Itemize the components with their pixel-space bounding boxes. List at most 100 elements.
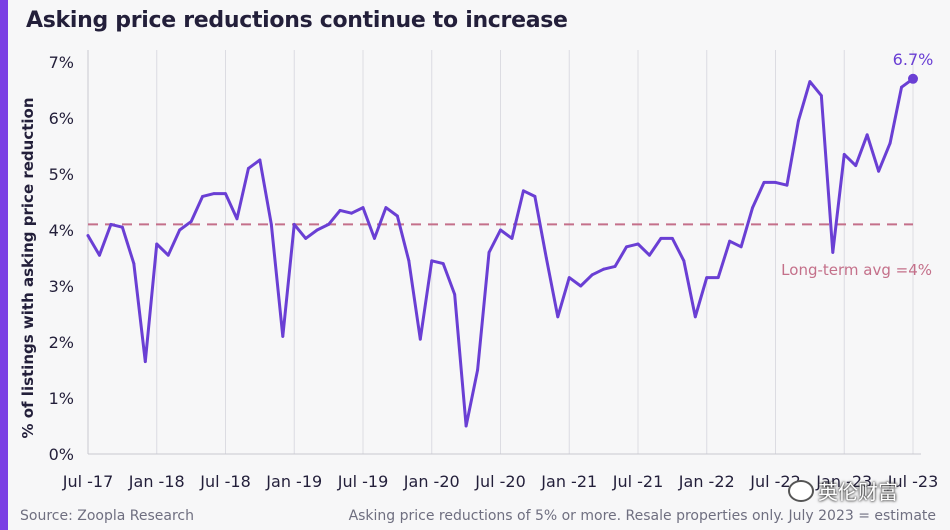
- data-point: [350, 211, 353, 215]
- data-point: [338, 209, 342, 212]
- footnote: Asking price reductions of 5% or more. R…: [348, 508, 936, 524]
- data-point: [166, 253, 170, 257]
- data-point: [395, 214, 399, 218]
- data-point: [384, 206, 388, 210]
- x-tick-label: Jan -19: [265, 472, 322, 491]
- data-point: [533, 195, 537, 198]
- reference-line-label: Long-term avg =4%: [781, 261, 932, 279]
- data-point: [556, 315, 560, 319]
- data-point: [155, 242, 159, 246]
- data-point: [315, 228, 319, 232]
- data-point: [235, 217, 239, 221]
- x-tick-label: Jul -22: [749, 472, 801, 491]
- y-tick-label: 0%: [49, 445, 74, 464]
- data-point: [224, 192, 227, 196]
- data-point: [269, 223, 273, 226]
- data-point: [659, 237, 663, 240]
- data-point: [281, 335, 285, 338]
- data-point: [877, 169, 881, 173]
- data-point: [304, 237, 308, 240]
- data-point: [842, 153, 846, 156]
- data-point: [716, 276, 720, 279]
- data-point: [453, 293, 457, 296]
- data-point: [178, 228, 182, 232]
- watermark: 英伦财富: [788, 476, 898, 505]
- data-point: [476, 368, 479, 372]
- data-point: [808, 80, 812, 83]
- data-point: [670, 237, 674, 240]
- endpoint-marker: [908, 73, 918, 84]
- x-tick-label: Jan -21: [540, 472, 597, 491]
- data-point: [751, 206, 754, 210]
- data-point: [464, 424, 468, 428]
- data-point: [602, 267, 606, 271]
- data-point: [865, 133, 869, 137]
- data-point: [361, 206, 365, 210]
- x-tick-label: Jul -20: [474, 472, 526, 491]
- chart-title: Asking price reductions continue to incr…: [26, 8, 568, 33]
- y-axis-label: % of listings with asking price reductio…: [19, 97, 37, 438]
- y-tick-label: 3%: [49, 277, 74, 296]
- data-point: [247, 167, 250, 170]
- data-point: [132, 262, 136, 265]
- data-point: [590, 273, 594, 277]
- data-point: [258, 158, 262, 162]
- data-point: [682, 259, 686, 263]
- data-point: [292, 223, 296, 226]
- y-tick-label: 2%: [49, 333, 74, 352]
- data-point: [762, 181, 766, 184]
- y-tick-label: 4%: [49, 221, 74, 240]
- data-point: [797, 119, 800, 123]
- x-tick-label: Jan -20: [403, 472, 460, 491]
- data-point: [636, 242, 640, 246]
- data-point: [510, 237, 514, 240]
- watermark-text: 英伦财富: [818, 480, 898, 504]
- accent-bar: [0, 0, 8, 530]
- x-tick-label: Jan -22: [678, 472, 735, 491]
- data-point: [567, 276, 571, 279]
- x-tick-label: Jul -21: [612, 472, 664, 491]
- data-point: [648, 253, 651, 257]
- data-point: [544, 256, 548, 260]
- wechat-icon: [788, 479, 814, 502]
- data-point: [613, 265, 617, 268]
- data-point: [579, 284, 583, 288]
- data-label: 6.7%: [893, 50, 934, 69]
- data-point: [831, 251, 835, 254]
- data-point: [785, 183, 789, 187]
- data-point: [212, 192, 216, 196]
- data-point: [487, 251, 491, 254]
- data-point: [98, 253, 101, 257]
- x-tick-label: Jul -18: [199, 472, 251, 491]
- data-point: [900, 85, 903, 89]
- x-tick-label: Jan -18: [128, 472, 185, 491]
- data-point: [888, 141, 892, 145]
- data-point: [728, 239, 732, 243]
- data-point: [189, 220, 193, 224]
- data-point: [327, 223, 331, 226]
- data-point: [120, 225, 124, 229]
- data-point: [693, 315, 697, 319]
- data-point: [430, 259, 434, 263]
- data-point: [143, 360, 147, 363]
- data-point: [522, 189, 525, 193]
- data-point: [854, 164, 858, 168]
- data-point: [705, 276, 709, 279]
- data-point: [625, 245, 628, 249]
- data-point: [86, 234, 90, 238]
- data-point: [373, 237, 376, 240]
- data-point: [201, 195, 204, 198]
- y-tick-label: 5%: [49, 165, 74, 184]
- data-point: [441, 262, 445, 265]
- x-tick-label: Jul -23: [887, 472, 939, 491]
- y-tick-label: 6%: [49, 109, 74, 128]
- source-note: Source: Zoopla Research: [20, 508, 194, 524]
- x-tick-label: Jul -17: [62, 472, 114, 491]
- data-point: [109, 223, 113, 226]
- data-point: [774, 181, 777, 184]
- data-point: [499, 228, 502, 232]
- data-point: [418, 337, 422, 341]
- data-point: [407, 259, 411, 263]
- x-tick-label: Jul -19: [337, 472, 389, 491]
